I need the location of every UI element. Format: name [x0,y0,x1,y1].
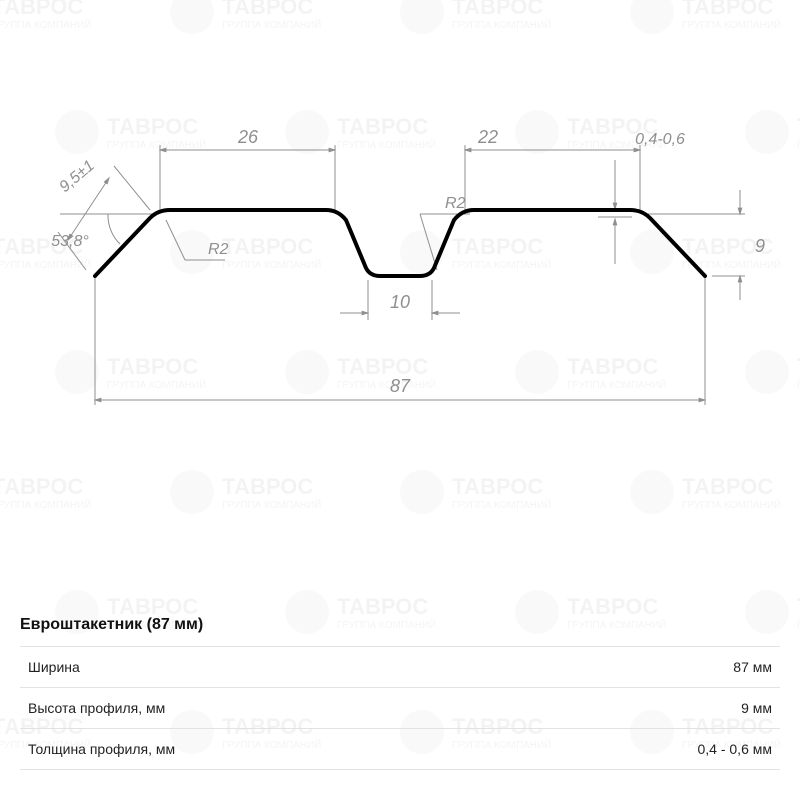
spec-table: Ширина87 ммВысота профиля, мм9 ммТолщина… [20,646,780,770]
spec-label: Толщина профиля, мм [20,729,509,770]
profile-path [95,210,705,276]
profile-diagram: 87 26 22 10 9 0,4-0,6 [0,0,800,640]
dim-flat-left: 26 [160,127,335,212]
spec-label: Высота профиля, мм [20,688,509,729]
dim-overall-width-value: 87 [390,376,411,396]
dim-valley-bottom: 10 [340,280,460,320]
dim-radius-center: R2 [420,195,470,270]
dim-radius-left-value: R2 [208,241,229,258]
spec-row: Высота профиля, мм9 мм [20,688,780,729]
dim-height-right-value: 9 [755,236,765,256]
dim-height-right: 9 [648,190,765,300]
spec-row: Толщина профиля, мм0,4 - 0,6 мм [20,729,780,770]
dim-flat-left-value: 26 [237,127,259,147]
dim-flat-right: 22 [465,127,640,212]
dim-thickness-value: 0,4-0,6 [635,131,685,148]
spec-label: Ширина [20,647,509,688]
spec-value: 87 мм [509,647,780,688]
spec-row: Ширина87 мм [20,647,780,688]
dim-side-length-value: 9,5±1 [56,157,98,196]
dim-side-angle-value: 53,8° [51,233,89,250]
spec-table-wrap: Евроштакетник (87 мм) Ширина87 ммВысота … [20,616,780,770]
dim-radius-left: R2 [166,220,229,260]
dim-radius-center-value: R2 [445,195,466,212]
spec-title: Евроштакетник (87 мм) [20,616,780,634]
dim-valley-bottom-value: 10 [390,292,410,312]
dim-flat-right-value: 22 [477,127,498,147]
spec-value: 0,4 - 0,6 мм [509,729,780,770]
spec-value: 9 мм [509,688,780,729]
